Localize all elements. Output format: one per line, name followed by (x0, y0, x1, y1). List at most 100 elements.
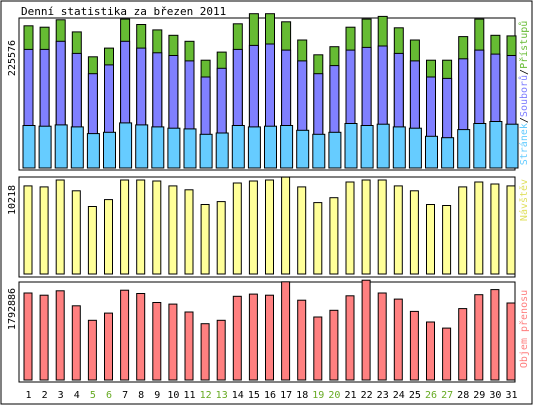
bar-volume-day-12 (200, 323, 210, 381)
bar-visits-day-31 (506, 185, 516, 275)
bar-volume-day-7 (120, 289, 130, 381)
bar-visits-day-11 (184, 189, 194, 275)
bar-pages-day-26 (425, 135, 438, 169)
bar-pages-day-17 (280, 125, 294, 169)
panel2-legend: Návštěv (518, 179, 530, 221)
bar-visits-day-6 (104, 199, 113, 275)
bar-visits-day-29 (474, 181, 484, 275)
bar-pages-day-13 (215, 132, 229, 169)
panel3-ymax-label: 1792886 (7, 288, 18, 330)
bar-volume-day-9 (152, 302, 162, 381)
x-tick-label: 15 (248, 390, 260, 401)
bar-pages-day-5 (86, 133, 100, 169)
x-tick-label: 25 (409, 390, 421, 401)
bar-visits-day-9 (152, 180, 162, 275)
bar-visits-day-23 (377, 179, 387, 275)
x-tick-label: 30 (489, 390, 501, 401)
bar-volume-day-29 (474, 294, 484, 381)
bar-visits-day-7 (120, 179, 130, 275)
bar-pages-day-6 (103, 131, 116, 169)
bar-visits-day-12 (200, 204, 210, 275)
bar-volume-day-22 (361, 279, 371, 381)
bar-pages-day-30 (489, 121, 503, 169)
bar-visits-day-20 (329, 197, 339, 275)
bar-visits-day-28 (458, 186, 468, 275)
bar-volume-day-11 (184, 311, 194, 381)
bar-volume-day-10 (168, 303, 178, 381)
bar-volume-day-8 (136, 293, 146, 381)
bar-volume-day-28 (458, 308, 468, 381)
x-tick-label: 1 (25, 390, 31, 401)
x-tick-label: 9 (154, 390, 160, 401)
bar-volume-day-20 (329, 309, 339, 381)
x-tick-label: 17 (280, 390, 292, 401)
bar-pages-day-29 (473, 123, 487, 169)
bar-volume-day-15 (248, 293, 258, 381)
x-tick-label: 28 (457, 390, 469, 401)
bar-visits-day-27 (442, 205, 452, 275)
bar-volume-day-31 (506, 302, 516, 381)
bar-visits-day-2 (39, 186, 49, 275)
x-axis-labels: 1 2 3 4 5 6 7 8 9 10 11 12 13 14 15 16 17 18 19 20 21 22 23 24 2… (25, 390, 517, 401)
bar-pages-day-25 (408, 127, 422, 169)
x-tick-label: 31 (505, 390, 517, 401)
bar-pages-day-1 (22, 125, 36, 169)
bar-visits-day-21 (345, 181, 355, 275)
bar-volume-day-14 (232, 295, 242, 381)
bar-visits-day-10 (168, 185, 178, 275)
bar-pages-day-18 (296, 129, 310, 169)
bar-pages-day-10 (167, 127, 181, 169)
chart-title: Denní statistika za březen 2011 (21, 5, 226, 18)
bar-pages-day-21 (344, 123, 358, 169)
bar-volume-day-30 (490, 289, 500, 381)
x-tick-label: 18 (296, 390, 308, 401)
bar-visits-day-22 (361, 179, 371, 275)
bar-visits-day-17 (281, 176, 291, 275)
bar-pages-day-24 (392, 126, 406, 169)
bar-pages-day-23 (376, 123, 390, 169)
bars-layer (22, 13, 519, 381)
bar-visits-day-14 (232, 182, 242, 275)
x-tick-label: 10 (167, 390, 179, 401)
bar-pages-day-27 (441, 137, 455, 169)
bar-volume-day-5 (87, 319, 97, 381)
x-tick-label: 13 (216, 390, 228, 401)
bar-pages-day-2 (38, 125, 52, 169)
bar-volume-day-21 (345, 295, 355, 381)
panel1-ymax-label: 225576 (7, 40, 18, 76)
bar-pages-day-31 (505, 123, 519, 169)
bar-pages-day-12 (199, 133, 213, 169)
bar-visits-day-1 (23, 185, 33, 275)
bar-volume-day-2 (39, 294, 49, 381)
bar-pages-day-19 (312, 133, 326, 169)
x-tick-label: 29 (473, 390, 485, 401)
bar-visits-day-3 (55, 179, 65, 275)
x-tick-label: 11 (183, 390, 195, 401)
bar-volume-day-26 (426, 321, 435, 381)
bar-volume-day-16 (265, 294, 274, 381)
bar-visits-day-4 (71, 190, 81, 275)
bar-visits-day-25 (409, 190, 419, 275)
bar-volume-day-3 (55, 290, 65, 381)
bar-visits-day-26 (426, 204, 435, 275)
x-tick-label: 26 (425, 390, 437, 401)
panel2-ymax-label: 10218 (7, 185, 18, 215)
bar-volume-day-19 (313, 316, 323, 381)
bar-visits-day-19 (313, 202, 323, 275)
bar-pages-day-15 (247, 126, 261, 169)
x-tick-label: 8 (138, 390, 144, 401)
bar-pages-day-11 (183, 128, 197, 169)
bar-volume-day-13 (216, 319, 226, 381)
x-tick-label: 16 (264, 390, 276, 401)
legend-files: Souborů (518, 75, 530, 117)
x-tick-label: 12 (200, 390, 212, 401)
bar-pages-day-16 (264, 125, 277, 169)
x-tick-label: 5 (90, 390, 96, 401)
x-tick-label: 24 (393, 390, 405, 401)
bar-volume-day-4 (71, 305, 81, 381)
x-tick-label: 4 (74, 390, 80, 401)
x-tick-label: 2 (42, 390, 48, 401)
x-tick-label: 27 (441, 390, 453, 401)
bar-pages-day-8 (135, 124, 149, 169)
